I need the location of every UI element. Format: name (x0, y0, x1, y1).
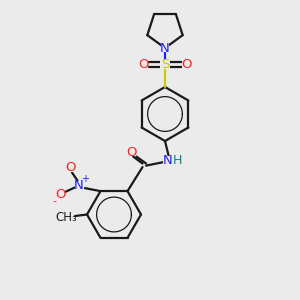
Text: N: N (160, 41, 170, 55)
FancyBboxPatch shape (66, 164, 75, 172)
Text: O: O (138, 58, 149, 71)
FancyBboxPatch shape (160, 60, 170, 69)
Text: O: O (126, 146, 136, 159)
FancyBboxPatch shape (139, 60, 148, 69)
Text: CH₃: CH₃ (55, 211, 77, 224)
Text: S: S (161, 58, 169, 71)
FancyBboxPatch shape (127, 148, 135, 156)
Text: O: O (181, 58, 192, 71)
FancyBboxPatch shape (163, 156, 176, 165)
Text: O: O (65, 161, 76, 174)
FancyBboxPatch shape (56, 190, 64, 199)
FancyBboxPatch shape (182, 60, 191, 69)
Text: O: O (55, 188, 65, 201)
Text: -: - (53, 196, 57, 206)
Text: N: N (163, 154, 173, 167)
FancyBboxPatch shape (58, 213, 74, 222)
Text: H: H (173, 154, 183, 167)
Text: N: N (74, 178, 84, 192)
Text: +: + (82, 174, 89, 184)
FancyBboxPatch shape (161, 44, 169, 52)
FancyBboxPatch shape (75, 181, 83, 189)
